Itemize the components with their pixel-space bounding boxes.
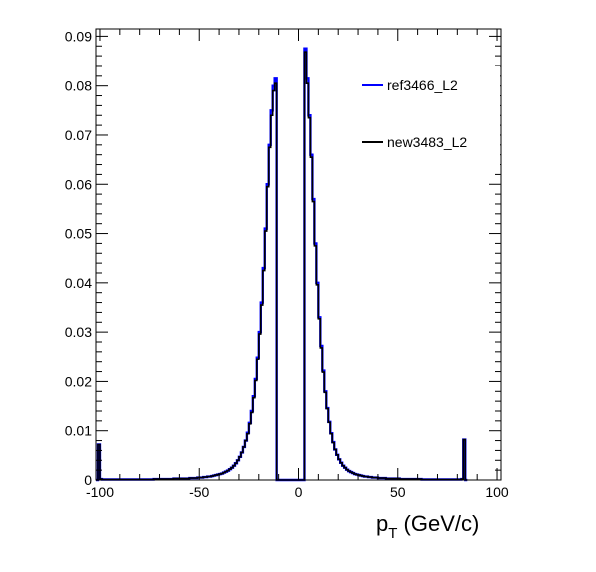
x-axis-title-unit: (GeV/c) <box>397 511 479 536</box>
y-tick-label: 0.04 <box>65 275 92 291</box>
legend: ref3466_L2 new3483_L2 <box>358 66 500 172</box>
y-tick-label: 0.09 <box>65 28 92 44</box>
x-axis-title: pT (GeV/c) <box>376 511 479 542</box>
x-tick-label: 100 <box>485 484 509 500</box>
y-tick-label: 0.07 <box>65 127 92 143</box>
y-tick-label: 0.03 <box>65 324 92 340</box>
x-tick-label: -100 <box>86 484 114 500</box>
x-tick-label: -50 <box>189 484 209 500</box>
y-tick-label: 0.02 <box>65 373 92 389</box>
y-tick-label: 0.08 <box>65 78 92 94</box>
legend-box <box>358 66 500 172</box>
legend-label-ref: ref3466_L2 <box>387 77 458 93</box>
axes-layer: 0 0.01 0.02 0.03 0.04 0.05 0.06 0.07 0.08 0.09 -10… <box>65 28 509 500</box>
y-tick-label: 0.01 <box>65 423 92 439</box>
y-tick-label: 0.06 <box>65 176 92 192</box>
legend-label-new: new3483_L2 <box>387 134 467 150</box>
y-tick-label: 0 <box>84 472 92 488</box>
x-tick-label: 0 <box>295 484 303 500</box>
x-axis-title-main: p <box>376 511 388 536</box>
y-tick-label: 0.05 <box>65 226 92 242</box>
x-axis-title-subscript: T <box>388 525 397 542</box>
x-tick-label: 50 <box>390 484 406 500</box>
